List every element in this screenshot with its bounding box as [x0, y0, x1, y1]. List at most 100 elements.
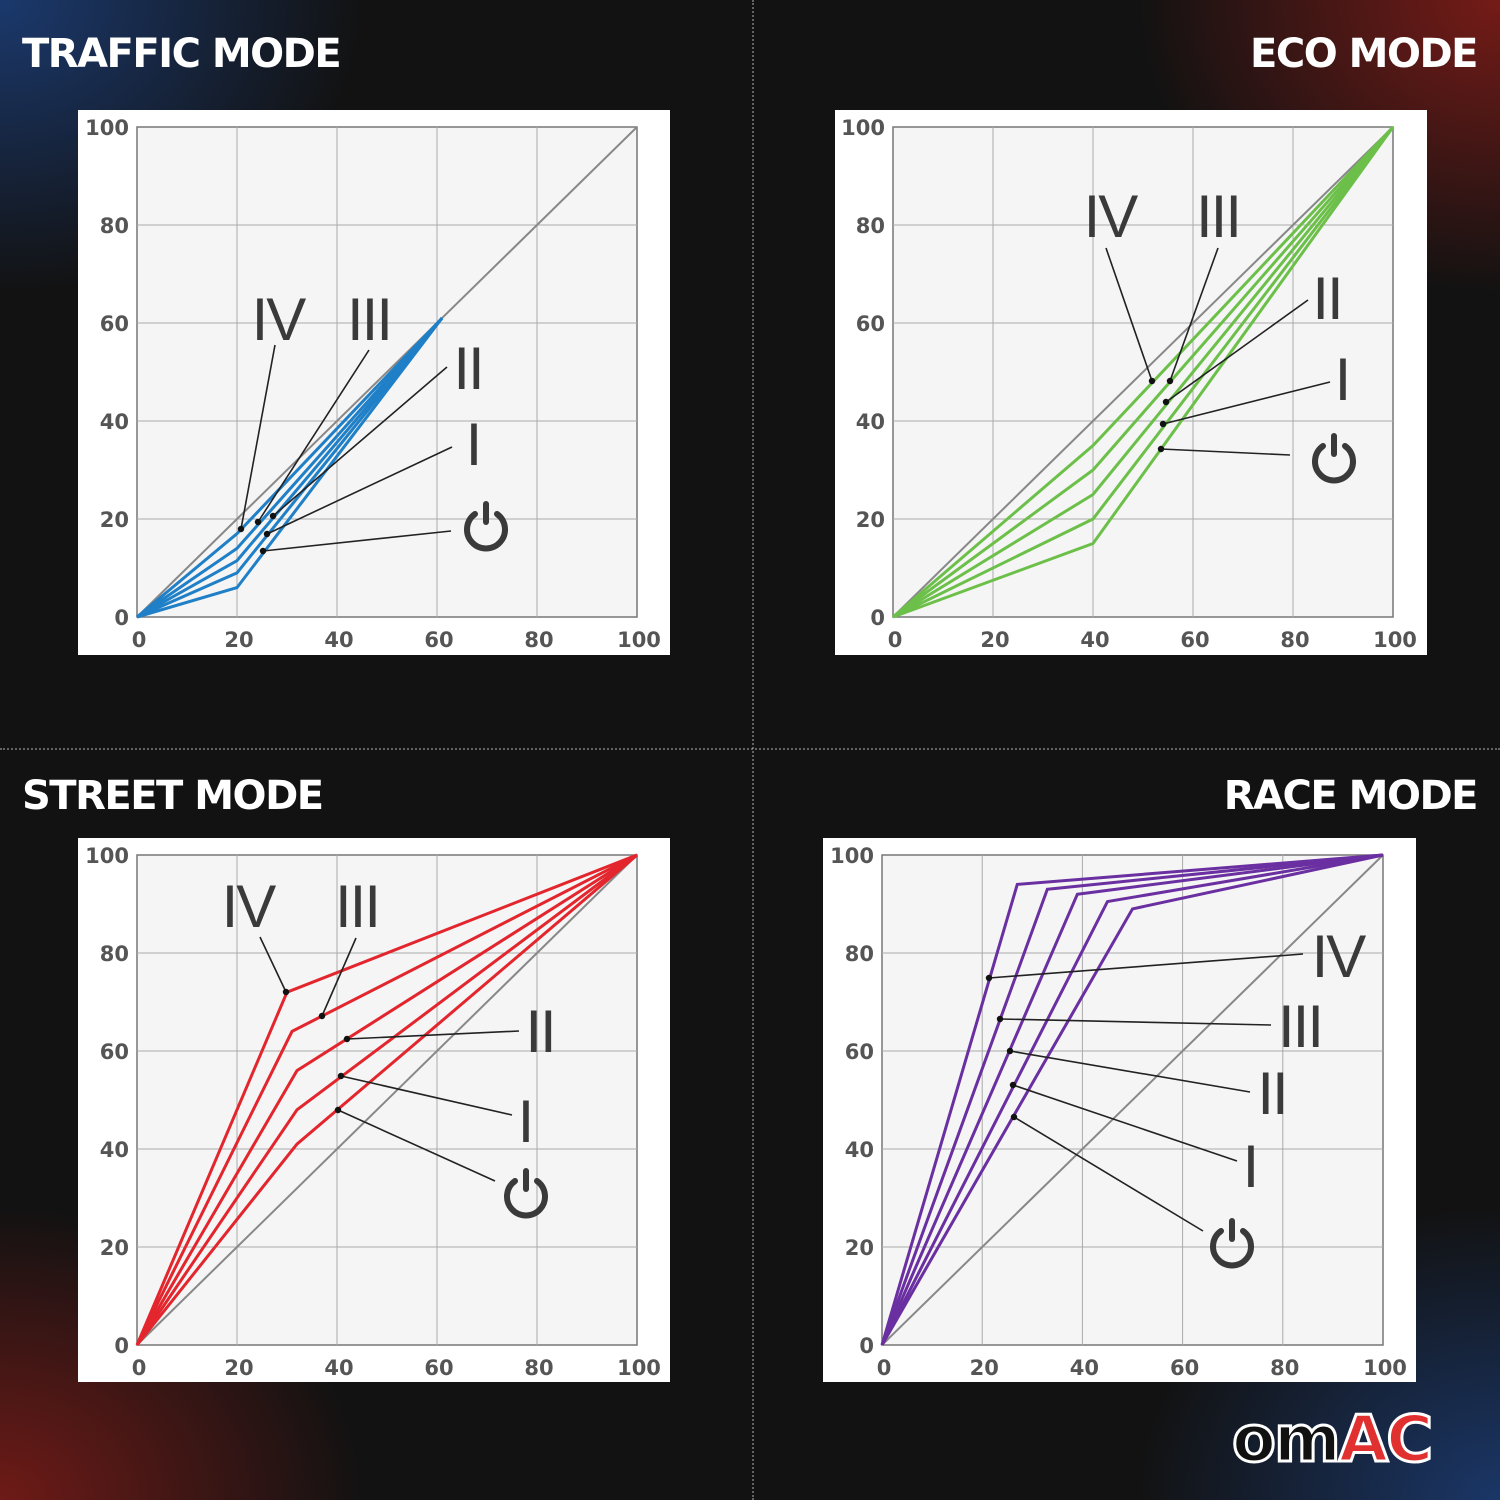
power-icon	[504, 1168, 548, 1219]
y-tick-label: 20	[100, 1236, 129, 1260]
series-line-i	[136, 317, 444, 619]
series-line-ii	[136, 317, 444, 619]
leader-dot	[259, 547, 267, 555]
x-tick-label: 100	[1363, 1356, 1407, 1380]
x-tick-label: 100	[617, 1356, 661, 1380]
y-tick-label: 0	[114, 1334, 129, 1358]
series-line-power	[880, 853, 1384, 1346]
gear-label-iv: IV	[252, 286, 307, 353]
gear-label-i: I	[1243, 1133, 1258, 1200]
leader-dot	[263, 530, 271, 538]
x-tick-label: 40	[324, 628, 353, 652]
series-line-iv	[880, 853, 1384, 1346]
x-tick-label: 0	[132, 1356, 147, 1380]
gear-label-i: I	[466, 411, 481, 478]
y-tick-label: 60	[845, 1040, 874, 1064]
leader-line	[346, 1030, 520, 1040]
leader-line	[1013, 1116, 1204, 1232]
reference-diagonal-line	[881, 854, 1384, 1346]
x-tick-label: 20	[970, 1356, 999, 1380]
leader-dot	[1148, 377, 1156, 385]
power-icon-arc	[504, 1178, 548, 1219]
x-tick-label: 60	[424, 1356, 453, 1380]
leader-line	[988, 953, 1304, 979]
x-tick-label: 60	[424, 628, 453, 652]
leader-dot	[334, 1106, 342, 1114]
horizontal-divider	[0, 748, 1500, 750]
gear-label-iv: IV	[1084, 183, 1139, 250]
leader-line	[1160, 448, 1291, 456]
x-tick-label: 80	[524, 628, 553, 652]
y-tick-label: 40	[845, 1138, 874, 1162]
y-tick-label: 60	[100, 1040, 129, 1064]
omac-logo: omAC	[1231, 1407, 1435, 1474]
gear-label-ii: II	[525, 998, 554, 1065]
leader-line	[266, 446, 453, 535]
y-tick-label: 40	[856, 410, 885, 434]
series-line-power	[135, 853, 638, 1346]
x-tick-label: 60	[1180, 628, 1209, 652]
leader-line	[1012, 1084, 1238, 1162]
gear-label-i: I	[518, 1088, 533, 1155]
leader-line	[1162, 381, 1331, 425]
y-tick-label: 100	[85, 844, 129, 868]
eco-mode-title: ECO MODE	[1250, 31, 1478, 77]
gear-label-i: I	[1335, 346, 1350, 413]
x-tick-label: 20	[980, 628, 1009, 652]
power-icon	[1312, 433, 1356, 484]
vertical-divider	[752, 0, 754, 1500]
leader-line	[340, 1075, 513, 1116]
gear-label-iv: IV	[222, 873, 277, 940]
gear-label-iv: IV	[1312, 923, 1367, 990]
leader-line	[1105, 247, 1153, 382]
leader-dot	[282, 988, 290, 996]
leader-dot	[254, 518, 262, 526]
x-tick-label: 0	[132, 628, 147, 652]
leader-line	[257, 349, 370, 523]
series-line-iii	[880, 853, 1384, 1346]
leader-dot	[996, 1015, 1004, 1023]
race-mode-title: RACE MODE	[1223, 773, 1479, 819]
reference-diagonal-line	[892, 126, 1394, 618]
leader-line	[321, 937, 357, 1017]
series-line-iii	[892, 126, 1395, 619]
reference-diagonal-line	[136, 126, 638, 618]
gear-label-iii: III	[347, 286, 391, 353]
power-icon	[1210, 1218, 1254, 1269]
x-tick-label: 20	[224, 628, 253, 652]
y-tick-label: 80	[100, 942, 129, 966]
series-line-power	[892, 126, 1395, 619]
y-tick-label: 100	[830, 844, 874, 868]
x-tick-label: 40	[324, 1356, 353, 1380]
y-tick-label: 0	[114, 606, 129, 630]
gear-label-iii: III	[1278, 993, 1322, 1060]
x-tick-label: 80	[1270, 1356, 1299, 1380]
y-tick-label: 60	[100, 312, 129, 336]
gear-label-ii: II	[1312, 265, 1341, 332]
y-tick-label: 20	[100, 508, 129, 532]
leader-dot	[985, 974, 993, 982]
x-tick-label: 20	[224, 1356, 253, 1380]
y-tick-label: 20	[845, 1236, 874, 1260]
gear-label-ii: II	[1257, 1060, 1286, 1127]
leader-dot	[343, 1035, 351, 1043]
y-tick-label: 20	[856, 508, 885, 532]
y-tick-label: 60	[856, 312, 885, 336]
y-tick-label: 100	[841, 116, 885, 140]
series-line-ii	[892, 126, 1395, 619]
leader-dot	[1159, 420, 1167, 428]
y-tick-label: 40	[100, 410, 129, 434]
power-icon-arc	[1312, 443, 1356, 484]
leader-dot	[1157, 445, 1165, 453]
series-line-iii	[136, 317, 444, 619]
x-tick-label: 60	[1170, 1356, 1199, 1380]
y-tick-label: 80	[845, 942, 874, 966]
leader-dot	[318, 1012, 326, 1020]
gear-label-iii: III	[335, 873, 379, 940]
leader-line	[272, 366, 448, 517]
x-tick-label: 40	[1080, 628, 1109, 652]
